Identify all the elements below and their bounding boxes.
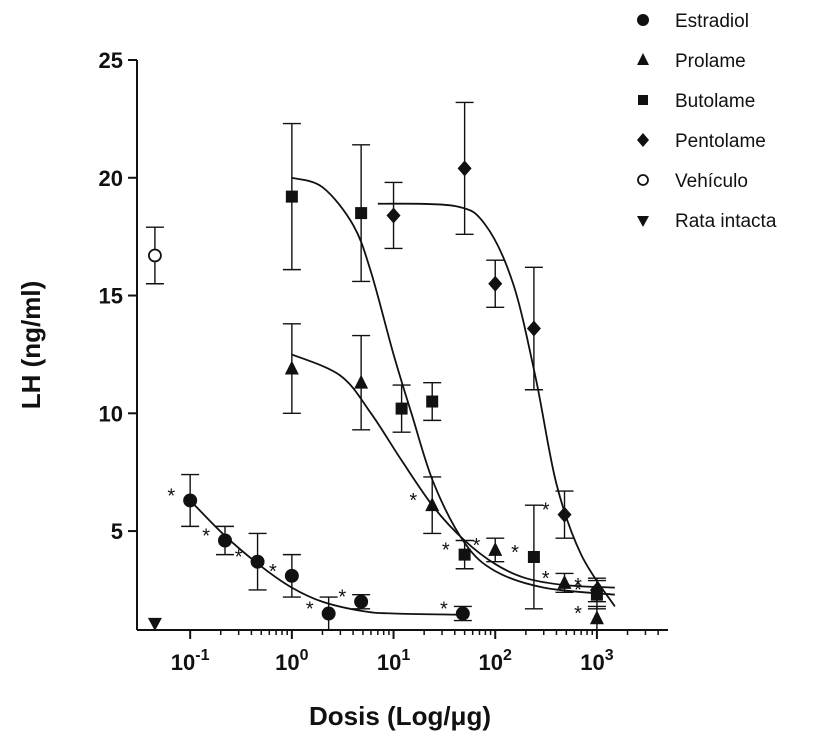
estradiol-point	[354, 594, 369, 609]
estradiol-point	[250, 554, 265, 569]
legend-pentolame-label: Pentolame	[675, 131, 766, 152]
prolame-fit-curve	[291, 353, 615, 589]
veh-culo-point	[148, 248, 162, 263]
estradiol-point	[455, 606, 470, 621]
legend-estradiol-symbol	[637, 14, 649, 26]
prolame-point	[354, 374, 369, 389]
legend-veh-culo-label: Vehículo	[675, 171, 748, 192]
significance-star: *	[440, 599, 448, 621]
axes	[136, 60, 668, 631]
significance-star: *	[235, 547, 243, 569]
x-tick-label: 101	[377, 647, 410, 675]
significance-star: *	[442, 540, 450, 562]
x-tick-label: 10-1	[171, 647, 210, 675]
y-tick-label: 10	[99, 401, 123, 426]
pentolame-point	[526, 320, 541, 337]
pentolame-point	[386, 207, 401, 224]
significance-star: *	[409, 490, 417, 512]
significance-star: *	[574, 603, 582, 625]
pentolame-fit-curve	[377, 202, 616, 607]
error-bars	[145, 101, 606, 631]
pentolame-point	[488, 275, 503, 292]
significance-star: *	[542, 568, 550, 590]
legend-pentolame-symbol	[637, 133, 649, 147]
x-tick-label: 103	[580, 647, 613, 675]
significance-star: *	[306, 599, 314, 621]
fit-curves	[189, 176, 616, 616]
estradiol-point	[321, 606, 336, 621]
legend: Estradiol Prolame Butolame Pentolame Vehícul…	[637, 11, 777, 232]
pentolame-point	[457, 160, 472, 177]
prolame-point	[488, 541, 503, 556]
significance-star: *	[338, 587, 346, 609]
prolame-point	[589, 610, 604, 625]
significance-star: *	[574, 580, 582, 602]
y-tick-label: 25	[99, 48, 123, 73]
butolame-point	[395, 402, 408, 415]
data-markers	[147, 160, 604, 631]
significance-star: *	[167, 485, 175, 507]
x-tick-label: 100	[275, 647, 308, 675]
legend-estradiol-label: Estradiol	[675, 11, 749, 32]
significance-star: *	[472, 535, 480, 557]
legend-prolame-symbol	[637, 53, 649, 65]
legend-veh-culo-symbol	[637, 174, 649, 186]
legend-rata-intacta-symbol	[637, 216, 649, 227]
y-tick-label: 15	[99, 284, 123, 309]
legend-butolame-symbol	[638, 95, 648, 105]
butolame-point	[458, 548, 471, 561]
significance-star: *	[542, 500, 550, 522]
significance-star: *	[202, 525, 210, 547]
y-axis-title: LH (ng/ml)	[16, 281, 46, 410]
estradiol-point	[284, 568, 299, 583]
butolame-point	[527, 550, 540, 563]
legend-prolame-label: Prolame	[675, 51, 746, 72]
butolame-point	[285, 190, 298, 203]
butolame-point	[426, 395, 439, 408]
butolame-point	[355, 207, 368, 220]
legend-rata-intacta-label: Rata intacta	[675, 211, 777, 232]
pentolame-point	[557, 506, 572, 523]
x-tick-label: 102	[479, 647, 512, 675]
pentolame-point	[589, 581, 604, 598]
significance-star: *	[511, 542, 519, 564]
y-tick-label: 20	[99, 166, 123, 191]
butolame-fit-curve	[291, 176, 615, 596]
legend-butolame-label: Butolame	[675, 91, 755, 112]
ticks: 5 10 15 20 25 10-1 100 101 102 103	[99, 48, 659, 675]
estradiol-point	[217, 533, 232, 548]
significance-stars: ************ ****	[167, 485, 582, 625]
x-axis-title: Dosis (Log/μg)	[309, 701, 491, 731]
rata-intacta-point	[147, 617, 162, 631]
prolame-point	[557, 574, 572, 589]
estradiol-point	[183, 493, 198, 508]
y-tick-label: 5	[111, 519, 123, 544]
prolame-point	[284, 360, 299, 375]
significance-star: *	[269, 561, 277, 583]
prolame-point	[425, 497, 440, 512]
significance-star: *	[574, 575, 582, 597]
